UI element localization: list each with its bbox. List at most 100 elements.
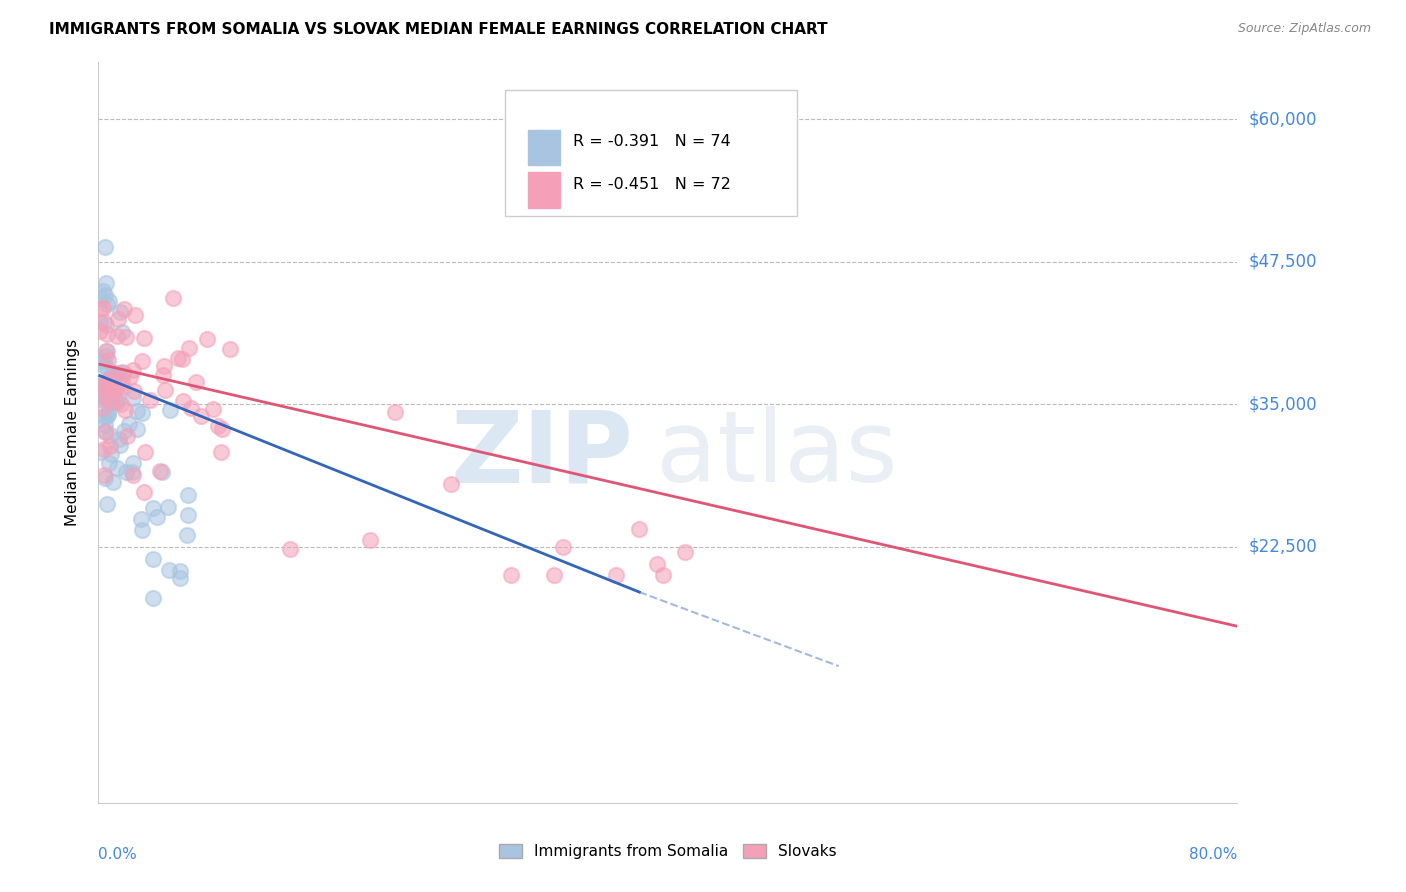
Point	[97, 406, 120, 420]
Point	[97, 392, 120, 406]
Point	[100, 383, 122, 397]
Point	[115, 429, 138, 443]
Point	[103, 366, 125, 380]
Point	[100, 395, 122, 409]
Point	[101, 475, 124, 489]
Point	[124, 308, 146, 322]
Point	[90, 384, 112, 398]
Point	[278, 542, 301, 557]
FancyBboxPatch shape	[505, 90, 797, 217]
Point	[98, 428, 121, 442]
Point	[134, 444, 156, 458]
Point	[90, 376, 112, 390]
Point	[105, 329, 128, 343]
Point	[180, 401, 202, 415]
Point	[97, 392, 120, 407]
Point	[98, 293, 121, 308]
Point	[114, 330, 136, 344]
Point	[131, 354, 153, 368]
Text: 80.0%: 80.0%	[1189, 847, 1237, 863]
Point	[176, 528, 198, 542]
Point	[96, 361, 118, 376]
Point	[94, 417, 117, 432]
Text: R = -0.451   N = 72: R = -0.451 N = 72	[574, 177, 731, 192]
Point	[111, 365, 134, 379]
Point	[177, 342, 200, 356]
Point	[114, 402, 136, 417]
Point	[96, 409, 118, 424]
Point	[91, 388, 114, 402]
Point	[440, 476, 463, 491]
Point	[211, 422, 233, 436]
Point	[93, 442, 115, 456]
Point	[89, 324, 111, 338]
Text: R = -0.391   N = 74: R = -0.391 N = 74	[574, 134, 731, 149]
Point	[108, 305, 131, 319]
Point	[94, 344, 117, 359]
Point	[93, 468, 115, 483]
FancyBboxPatch shape	[527, 172, 560, 208]
Point	[108, 432, 131, 446]
Point	[89, 384, 111, 399]
Point	[159, 403, 181, 417]
Point	[94, 277, 117, 291]
Point	[91, 354, 114, 368]
Point	[107, 312, 129, 326]
Point	[91, 301, 114, 316]
Point	[89, 316, 111, 330]
Point	[97, 353, 120, 368]
Point	[101, 370, 124, 384]
Point	[107, 388, 129, 402]
Point	[90, 387, 112, 401]
Point	[142, 552, 165, 566]
Point	[91, 401, 114, 416]
Point	[110, 397, 132, 411]
Point	[142, 501, 165, 516]
Point	[157, 564, 180, 578]
Point	[94, 240, 117, 254]
Point	[96, 497, 118, 511]
Point	[96, 349, 118, 363]
Point	[96, 327, 118, 342]
Point	[93, 471, 115, 485]
Point	[167, 351, 190, 366]
Point	[121, 456, 143, 470]
Point	[202, 402, 225, 417]
Point	[384, 405, 406, 419]
Text: atlas: atlas	[657, 407, 898, 503]
Point	[651, 568, 673, 582]
Point	[94, 383, 117, 397]
Point	[107, 366, 129, 380]
Point	[146, 510, 169, 524]
Point	[112, 366, 135, 380]
Text: $35,000: $35,000	[1249, 395, 1317, 413]
Point	[121, 391, 143, 405]
Point	[177, 508, 200, 522]
Point	[94, 424, 117, 438]
Point	[104, 394, 127, 409]
Text: IMMIGRANTS FROM SOMALIA VS SLOVAK MEDIAN FEMALE EARNINGS CORRELATION CHART: IMMIGRANTS FROM SOMALIA VS SLOVAK MEDIAN…	[49, 22, 828, 37]
Point	[125, 422, 148, 436]
Point	[89, 292, 111, 306]
Point	[628, 523, 651, 537]
Point	[112, 301, 135, 316]
Text: $22,500: $22,500	[1249, 538, 1317, 556]
Point	[195, 332, 218, 346]
Point	[121, 465, 143, 479]
Point	[112, 424, 135, 438]
Point	[129, 512, 152, 526]
Point	[97, 407, 120, 421]
Text: Source: ZipAtlas.com: Source: ZipAtlas.com	[1237, 22, 1371, 36]
Text: ZIP: ZIP	[451, 407, 634, 503]
Point	[93, 409, 115, 423]
Point	[543, 568, 565, 582]
Point	[131, 406, 153, 420]
Point	[89, 302, 111, 317]
Text: $47,500: $47,500	[1249, 252, 1317, 271]
Point	[111, 380, 134, 394]
Point	[105, 461, 128, 475]
Point	[96, 318, 118, 333]
Point	[93, 315, 115, 329]
Point	[100, 368, 122, 383]
Point	[169, 564, 191, 578]
